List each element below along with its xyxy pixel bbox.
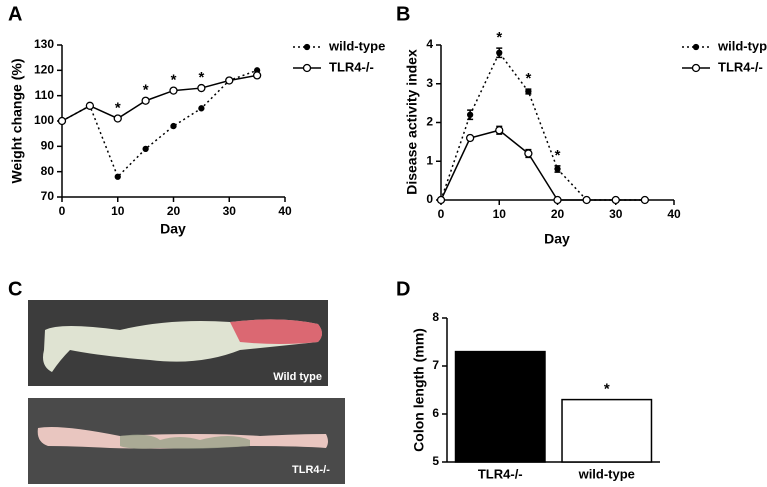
x-axis-title: Day — [544, 231, 570, 247]
data-point — [113, 114, 122, 123]
data-point — [57, 116, 67, 126]
data-point — [142, 145, 149, 153]
y-tick-label: 4 — [426, 37, 433, 51]
x-tick-label: TLR4-/- — [478, 466, 523, 481]
significance-mark: * — [525, 70, 531, 87]
legend-label: wild-type — [717, 38, 767, 53]
data-point — [85, 101, 95, 110]
legend-marker — [692, 43, 700, 51]
bar — [454, 350, 546, 463]
data-point — [495, 126, 504, 135]
data-point — [466, 111, 474, 118]
y-tick-label: 5 — [432, 454, 439, 468]
significance-mark: * — [496, 29, 502, 46]
y-tick-label: 70 — [41, 189, 55, 203]
y-axis-title: Colon length (mm) — [411, 328, 427, 452]
data-point — [436, 195, 446, 205]
y-tick-label: 90 — [41, 139, 55, 153]
data-point — [169, 86, 178, 95]
series-line — [61, 69, 258, 179]
y-tick-label: 3 — [426, 76, 433, 90]
series-line — [440, 129, 645, 201]
y-tick-label: 0 — [426, 192, 433, 206]
data-point — [198, 105, 205, 112]
significance-mark: * — [115, 99, 121, 116]
photo-panel: C Wild type TLR4-/- — [8, 278, 345, 484]
y-tick-label: 8 — [432, 310, 439, 324]
panel-letter: B — [396, 3, 410, 25]
significance-mark: * — [198, 69, 204, 86]
data-point — [252, 71, 262, 80]
x-tick-label: 40 — [667, 207, 681, 221]
legend-label: TLR4-/- — [718, 59, 763, 74]
legend-marker — [303, 43, 311, 51]
significance-mark: * — [143, 82, 149, 99]
x-tick-label: 10 — [493, 207, 507, 221]
x-tick-label: 30 — [223, 204, 237, 218]
x-tick-label: 0 — [438, 207, 445, 221]
y-tick-label: 7 — [432, 358, 439, 372]
panel-letter: A — [8, 3, 22, 25]
data-point — [114, 173, 121, 180]
significance-mark: * — [604, 381, 610, 398]
legend-label: wild-type — [328, 38, 385, 53]
data-point — [525, 88, 532, 95]
photo-caption: Wild type — [273, 371, 322, 383]
y-tick-label: 120 — [34, 63, 54, 77]
colon-content — [120, 434, 250, 449]
photo-caption: TLR4-/- — [292, 464, 330, 476]
data-point — [524, 149, 533, 158]
data-point — [465, 133, 475, 143]
data-point — [611, 195, 620, 205]
x-axis-title: Day — [160, 221, 186, 237]
x-tick-label: 20 — [551, 207, 565, 221]
legend-marker — [691, 63, 701, 73]
data-point — [197, 83, 206, 93]
series-line — [61, 74, 258, 122]
legend-marker — [302, 63, 312, 73]
x-tick-label: 10 — [111, 204, 125, 218]
data-point — [553, 195, 562, 205]
data-point — [640, 195, 650, 205]
data-point — [225, 76, 234, 85]
y-tick-label: 110 — [35, 88, 55, 102]
data-point — [170, 122, 177, 130]
data-point — [554, 165, 561, 173]
y-axis-title: Disease activity index — [404, 49, 420, 195]
y-axis-title: Weight change (%) — [9, 59, 25, 184]
colon-inflamed — [230, 319, 322, 344]
y-tick-label: 6 — [432, 406, 439, 420]
legend-label: TLR4-/- — [329, 59, 374, 74]
x-tick-label: 20 — [167, 204, 181, 218]
panel-letter: D — [396, 278, 410, 300]
x-tick-label: 30 — [609, 207, 623, 221]
x-tick-label: 40 — [278, 204, 292, 218]
data-point — [582, 195, 591, 205]
significance-mark: * — [171, 72, 177, 89]
data-point — [141, 96, 150, 105]
y-tick-label: 80 — [41, 164, 55, 178]
y-tick-label: 2 — [426, 115, 433, 129]
data-point — [496, 49, 503, 56]
y-tick-label: 130 — [34, 37, 54, 51]
x-tick-label: wild-type — [578, 466, 635, 481]
bar — [561, 398, 653, 463]
panel-letter: C — [8, 278, 22, 300]
significance-mark: * — [555, 147, 561, 164]
y-tick-label: 1 — [426, 153, 433, 167]
x-tick-label: 0 — [59, 204, 66, 218]
y-tick-label: 100 — [34, 113, 54, 127]
